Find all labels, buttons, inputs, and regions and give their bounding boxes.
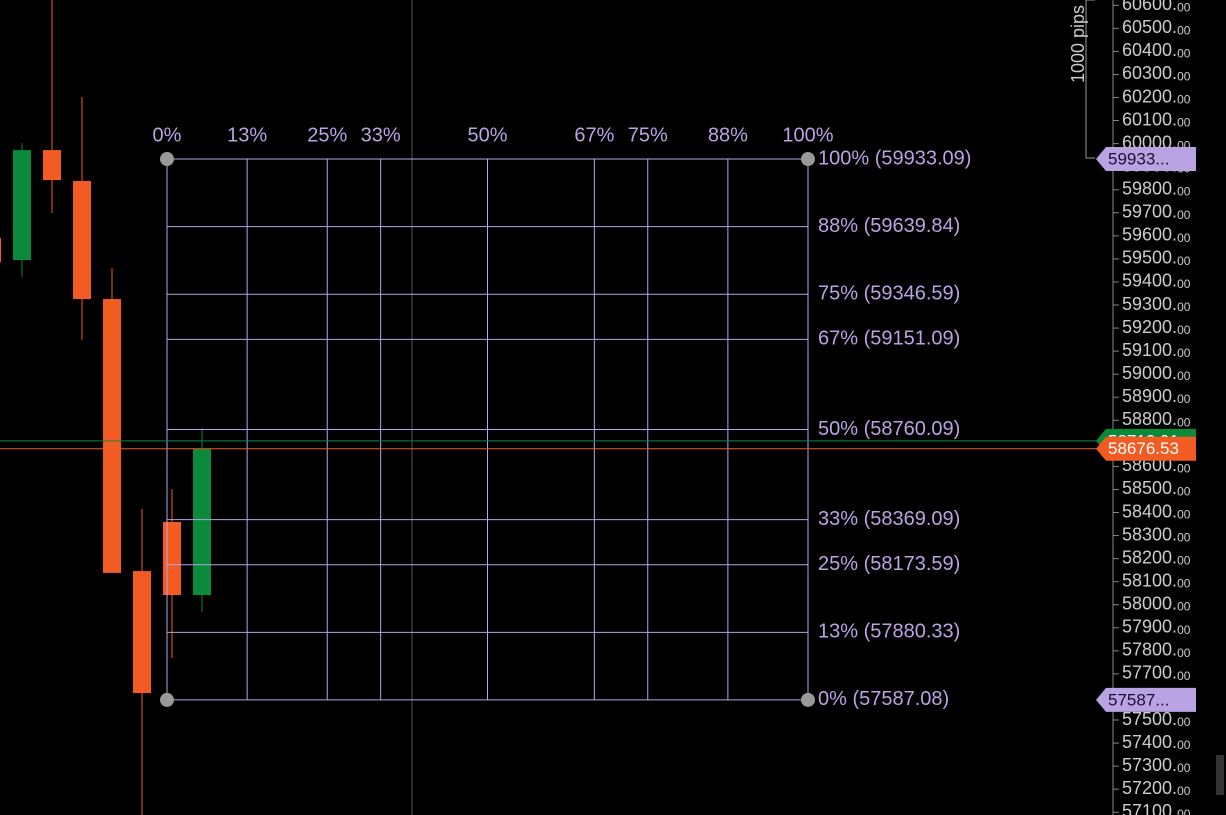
y-tick-label: 58100.00: [1122, 570, 1191, 590]
price-tag-label: 58676.53: [1108, 439, 1179, 458]
fib-time-label: 25%: [307, 124, 347, 146]
fib-time-label: 33%: [361, 124, 401, 146]
fib-anchor: [801, 692, 815, 707]
y-tick-label: 59700.00: [1122, 202, 1191, 222]
ruler-label: 1000 pips: [1068, 5, 1088, 83]
candle-body: [193, 448, 211, 596]
fib-price-label: 33% (58369.09): [818, 508, 960, 530]
y-tick-label: 57500.00: [1122, 709, 1191, 729]
candle-body: [43, 150, 61, 181]
candle-body: [73, 180, 91, 300]
y-tick-label: 57100.00: [1122, 801, 1191, 815]
y-tick-label: 58800.00: [1122, 409, 1191, 429]
price-tag-label: 59933...: [1108, 150, 1169, 169]
price-tag: [1096, 147, 1196, 172]
y-tick-label: 59000.00: [1122, 363, 1191, 383]
y-tick-label: 57900.00: [1122, 617, 1191, 637]
fib-anchor: [801, 152, 815, 167]
fib-price-label: 25% (58173.59): [818, 553, 960, 575]
fib-price-label: 13% (57880.33): [818, 621, 960, 643]
y-tick-label: 59100.00: [1122, 340, 1191, 360]
ruler: [1085, 0, 1095, 159]
candle-body: [13, 150, 31, 261]
price-tag-label: 57587...: [1108, 690, 1169, 709]
fib-time-label: 50%: [467, 124, 507, 146]
y-tick-label: 58000.00: [1122, 593, 1191, 613]
y-tick-label: 59200.00: [1122, 317, 1191, 337]
candle-body: [0, 238, 1, 263]
y-tick-label: 58900.00: [1122, 386, 1191, 406]
fib-time-label: 100%: [782, 124, 833, 146]
y-tick-label: 60100.00: [1122, 109, 1191, 129]
y-tick-label: 60600.00: [1122, 0, 1191, 14]
y-tick-label: 57700.00: [1122, 663, 1191, 683]
y-tick-label: 60200.00: [1122, 86, 1191, 106]
fib-time-label: 0%: [153, 124, 182, 146]
y-tick-label: 57300.00: [1122, 755, 1191, 775]
y-tick-label: 57800.00: [1122, 640, 1191, 660]
fib-price-label: 0% (57587.08): [818, 688, 949, 710]
candle-body: [163, 521, 181, 596]
y-tick-label: 59400.00: [1122, 271, 1191, 291]
fib-price-label: 88% (59639.84): [818, 215, 960, 237]
fib-anchor: [160, 152, 174, 167]
price-tag: [1096, 687, 1196, 712]
fib-price-label: 50% (58760.09): [818, 418, 960, 440]
y-tick-label: 59600.00: [1122, 225, 1191, 245]
y-tick-label: 58200.00: [1122, 547, 1191, 567]
scroll-handle[interactable]: [1216, 755, 1224, 795]
fib-time-label: 13%: [227, 124, 267, 146]
fib-price-label: 100% (59933.09): [818, 147, 971, 169]
y-tick-label: 58400.00: [1122, 501, 1191, 521]
y-tick-label: 57200.00: [1122, 778, 1191, 798]
price-tag: [1096, 436, 1196, 461]
fib-price-label: 67% (59151.09): [818, 328, 960, 350]
candle-body: [103, 299, 121, 573]
y-tick-label: 60300.00: [1122, 63, 1191, 83]
fib-anchor: [160, 692, 174, 707]
y-tick-label: 60500.00: [1122, 17, 1191, 37]
y-tick-label: 60400.00: [1122, 40, 1191, 60]
fib-time-label: 88%: [708, 124, 748, 146]
y-tick-label: 59800.00: [1122, 178, 1191, 198]
y-tick-label: 57400.00: [1122, 732, 1191, 752]
y-tick-label: 58500.00: [1122, 478, 1191, 498]
candle-body: [133, 571, 151, 694]
fib-price-label: 75% (59346.59): [818, 283, 960, 305]
y-tick-label: 59500.00: [1122, 248, 1191, 268]
fib-time-label: 75%: [628, 124, 668, 146]
y-tick-label: 58300.00: [1122, 524, 1191, 544]
fib-time-label: 67%: [574, 124, 614, 146]
y-tick-label: 59300.00: [1122, 294, 1191, 314]
